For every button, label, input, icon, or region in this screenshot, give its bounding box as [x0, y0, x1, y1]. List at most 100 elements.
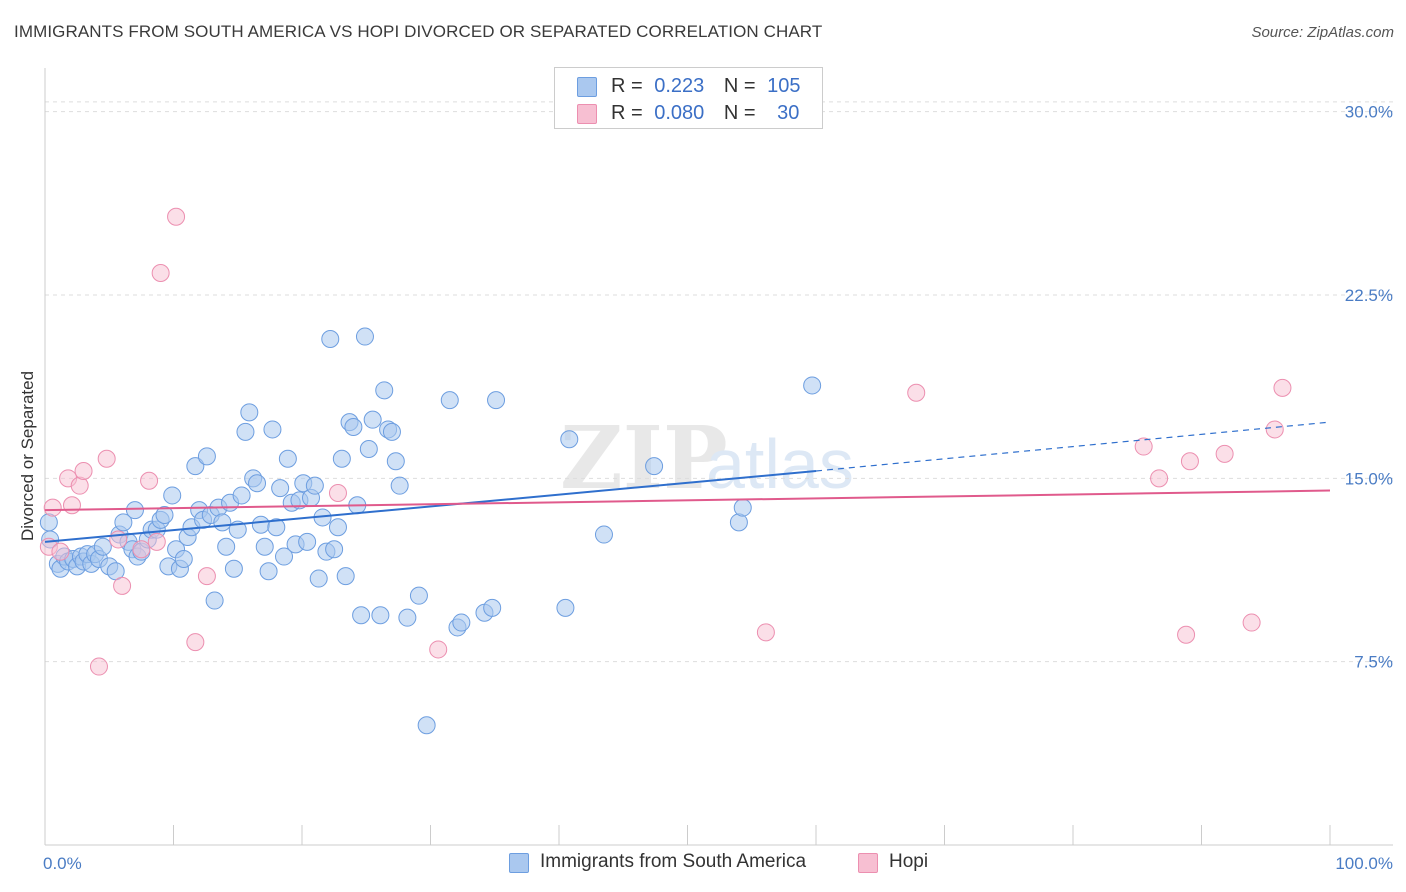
- data-point-immigrants: [271, 479, 290, 498]
- data-point-immigrants: [398, 608, 417, 627]
- data-point-hopi: [147, 532, 166, 551]
- data-point-immigrants: [267, 518, 286, 537]
- x-tick-label: 0.0%: [43, 854, 82, 873]
- data-point-hopi: [132, 540, 151, 559]
- data-point-hopi: [89, 657, 108, 676]
- data-point-immigrants: [305, 476, 324, 495]
- data-point-immigrants: [556, 598, 575, 617]
- data-point-hopi: [197, 567, 216, 586]
- data-point-immigrants: [186, 457, 205, 476]
- data-point-hopi: [429, 640, 448, 659]
- data-point-hopi: [74, 462, 93, 480]
- correlation-legend: R = 0.223 N = 105 R = 0.080 N = 30: [554, 67, 823, 129]
- data-point-hopi: [62, 496, 81, 515]
- data-point-hopi: [1215, 444, 1234, 463]
- data-point-hopi: [51, 542, 70, 561]
- x-tick-label: 100.0%: [1335, 854, 1393, 873]
- data-point-immigrants: [355, 327, 374, 346]
- trend-line-immigrants-extension: [815, 421, 1331, 472]
- data-point-immigrants: [236, 422, 255, 441]
- data-point-immigrants: [240, 403, 259, 422]
- data-point-immigrants: [483, 598, 502, 617]
- data-point-hopi: [328, 484, 347, 502]
- legend-n-value: 30: [777, 102, 800, 124]
- data-point-immigrants: [155, 506, 174, 524]
- data-point-immigrants: [359, 440, 378, 458]
- data-point-immigrants: [263, 420, 282, 439]
- legend-r-label: R =: [611, 102, 643, 124]
- data-point-immigrants: [278, 449, 297, 468]
- data-point-hopi: [167, 207, 186, 226]
- data-point-hopi: [186, 633, 205, 652]
- data-point-immigrants: [382, 422, 401, 441]
- data-point-hopi: [151, 264, 170, 282]
- y-tick-label: 22.5%: [1345, 286, 1393, 305]
- legend-label: Hopi: [889, 851, 929, 872]
- trend-line-hopi: [44, 489, 1331, 512]
- data-point-hopi: [113, 576, 132, 595]
- data-point-immigrants: [325, 540, 344, 559]
- data-point-hopi: [109, 530, 128, 549]
- data-point-immigrants: [275, 547, 294, 566]
- y-tick-label: 30.0%: [1345, 103, 1393, 122]
- data-point-immigrants: [309, 569, 328, 588]
- legend-swatch-pink: [577, 104, 597, 124]
- legend-text: R = 0.080 N = 30: [611, 102, 799, 125]
- data-point-hopi: [43, 498, 62, 517]
- data-point-immigrants: [733, 498, 752, 517]
- data-point-immigrants: [248, 474, 267, 493]
- data-point-immigrants: [594, 525, 613, 544]
- data-point-hopi: [1177, 625, 1196, 644]
- data-point-immigrants: [163, 486, 182, 505]
- data-point-immigrants: [205, 591, 224, 610]
- data-point-hopi: [756, 623, 775, 642]
- x-tick-labels: 0.0% 100.0%: [43, 854, 1393, 873]
- data-point-immigrants: [251, 515, 270, 534]
- svg-text:atlas: atlas: [706, 425, 854, 503]
- data-point-immigrants: [174, 550, 193, 568]
- data-point-immigrants: [217, 537, 236, 556]
- grid-lines: [45, 101, 1393, 663]
- legend-swatch-blue: [577, 77, 597, 97]
- data-point-immigrants: [224, 559, 243, 578]
- data-point-immigrants: [386, 452, 405, 471]
- data-point-immigrants: [328, 518, 347, 537]
- data-point-hopi: [1265, 420, 1284, 439]
- legend-n-label: N =: [723, 75, 756, 97]
- svg-text:ZIP: ZIP: [560, 408, 728, 509]
- data-point-immigrants: [452, 613, 471, 632]
- axes: [44, 68, 1393, 846]
- data-point-immigrants: [298, 532, 317, 551]
- data-point-immigrants: [344, 418, 363, 436]
- trend-lines: [44, 421, 1331, 543]
- data-point-immigrants: [645, 457, 664, 476]
- legend-r-label: R =: [611, 75, 643, 97]
- legend-swatch-blue: [509, 853, 529, 873]
- legend-swatch-pink: [858, 853, 878, 873]
- legend-n-value: 105: [767, 75, 801, 97]
- data-point-immigrants: [255, 537, 274, 556]
- data-point-immigrants: [375, 381, 394, 400]
- data-point-immigrants: [560, 430, 579, 449]
- data-point-immigrants: [363, 410, 382, 429]
- legend-n-label: N =: [723, 102, 756, 124]
- legend-label: Immigrants from South America: [540, 851, 807, 872]
- data-point-immigrants: [93, 537, 112, 556]
- legend-text: R = 0.223 N = 105: [611, 75, 801, 98]
- data-point-immigrants: [213, 513, 232, 532]
- data-point-immigrants: [332, 449, 351, 468]
- data-point-hopi: [1134, 437, 1153, 456]
- data-point-immigrants: [114, 513, 133, 532]
- series-legend: Immigrants from South America Hopi: [0, 850, 1406, 880]
- data-point-hopi: [1180, 452, 1199, 471]
- y-tick-labels: 7.5% 15.0% 22.5% 30.0%: [1345, 103, 1393, 672]
- trend-line-immigrants: [44, 470, 817, 543]
- data-point-immigrants: [487, 391, 506, 410]
- y-axis-label: Divorced or Separated: [18, 371, 37, 541]
- data-point-immigrants: [371, 606, 390, 625]
- legend-r-value: 0.080: [654, 102, 705, 124]
- zipatlas-watermark: ZIP atlas: [560, 408, 854, 509]
- y-tick-label: 15.0%: [1345, 469, 1393, 488]
- data-point-immigrants: [336, 567, 355, 586]
- data-point-immigrants: [390, 476, 409, 495]
